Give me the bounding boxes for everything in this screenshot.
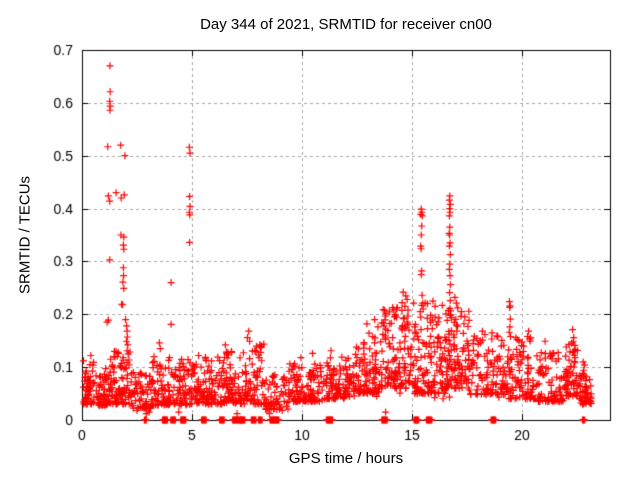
x-axis-label: GPS time / hours (288, 450, 404, 467)
y-axis-label: SRMTID / TECUs (16, 175, 34, 295)
chart-title: Day 344 of 2021, SRMTID for receiver cn0… (200, 16, 492, 33)
